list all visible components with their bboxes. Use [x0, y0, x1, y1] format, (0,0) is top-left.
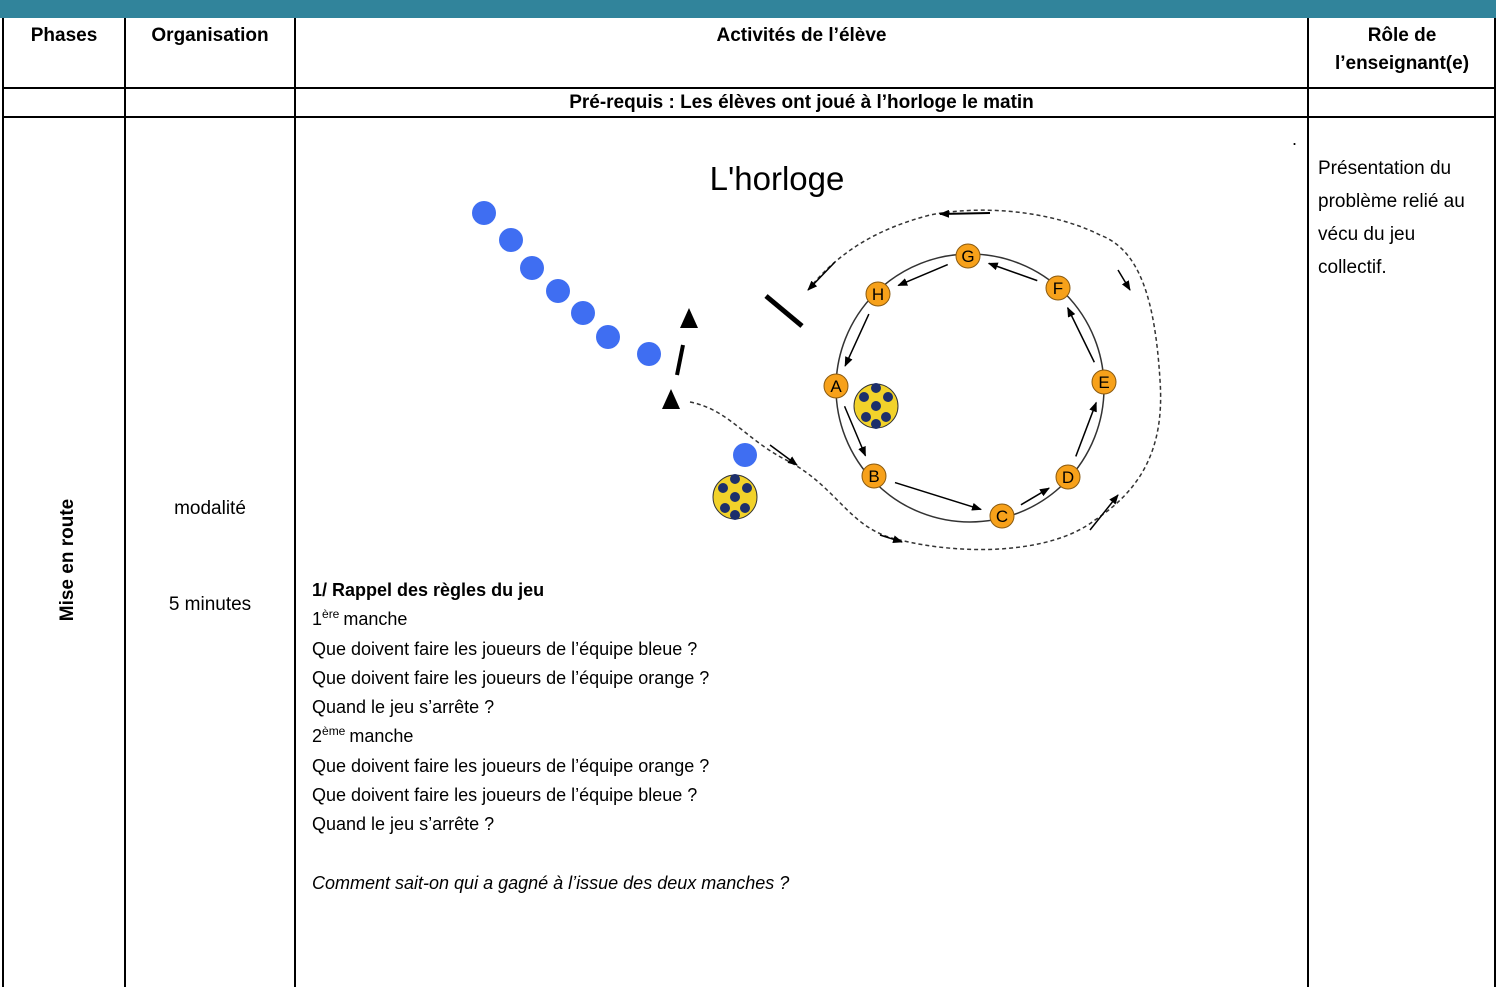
ball-patch: [859, 392, 869, 402]
node-label: H: [872, 285, 884, 304]
player-blue: [472, 201, 496, 225]
arrow: [894, 481, 982, 511]
organisation: 5 minutes: [168, 594, 252, 615]
node-label: D: [1062, 468, 1074, 487]
question: Que doivent faire les joueurs de l’équip…: [312, 785, 698, 806]
player-orange: [955, 243, 981, 269]
ball-patch: [871, 401, 881, 411]
border: [294, 18, 296, 987]
arrow: [807, 261, 836, 291]
ball-patch: [861, 412, 871, 422]
prerequisite: Pré-requis : Les élèves ont joué à l’hor…: [569, 92, 1034, 113]
player-blue: [596, 325, 620, 349]
border: [124, 18, 126, 987]
player-blue: [546, 279, 570, 303]
arrow: [769, 444, 798, 466]
ball-patch: [742, 483, 752, 493]
ball-patch: [881, 412, 891, 422]
player-orange: [989, 503, 1015, 529]
question: Que doivent faire les joueurs de l’équip…: [312, 755, 710, 776]
ball-patch: [883, 392, 893, 402]
node-arrows: [843, 262, 1097, 511]
player-blue: [520, 256, 544, 280]
question: Quand le jeu s’arrête ?: [312, 697, 495, 718]
ball-patch: [871, 383, 881, 393]
gate: [764, 294, 804, 328]
player-orange: [1045, 275, 1071, 301]
diagram-title: L'horloge: [710, 160, 845, 197]
header-cell: Rôle de l’enseignant(e): [1334, 25, 1470, 74]
arrow: [987, 262, 1038, 282]
player-blue: [733, 443, 757, 467]
border: [1494, 18, 1496, 987]
ball-patch: [871, 419, 881, 429]
gate: [675, 344, 685, 376]
organisation: modalité: [174, 498, 246, 519]
balls: [712, 383, 899, 520]
ball-patch: [720, 503, 730, 513]
round-title: 2ème manche: [312, 722, 789, 751]
node-label: F: [1053, 279, 1063, 298]
arrow: [1066, 306, 1096, 363]
header-cell: Activités de l’élève: [716, 25, 887, 46]
border: [2, 18, 4, 987]
arrow: [879, 534, 903, 544]
border: [1307, 18, 1309, 987]
blue-team: [472, 201, 757, 467]
round-title: 1ère manche: [312, 605, 789, 634]
mark: .: [1292, 129, 1297, 149]
arrow: [843, 405, 867, 457]
ball-patch: [730, 474, 740, 484]
player-orange: [861, 463, 887, 489]
border: [2, 87, 1496, 89]
node-label: E: [1098, 373, 1109, 392]
player-blue: [637, 342, 661, 366]
round-label: manche: [343, 609, 408, 630]
run-path: [689, 209, 1162, 551]
ball-patch: [718, 483, 728, 493]
player-orange: [1091, 369, 1117, 395]
node-label: A: [830, 377, 842, 396]
round-label: manche: [349, 726, 414, 747]
arrow: [1089, 494, 1119, 531]
arrow: [1075, 401, 1097, 457]
arrow: [1117, 269, 1131, 291]
arrow: [897, 263, 949, 287]
ball-patch: [740, 503, 750, 513]
question: Que doivent faire les joueurs de l’équip…: [312, 638, 698, 659]
node-label: B: [868, 467, 879, 486]
activities: 1/ Rappel des règles du jeu 1ère manche Qu…: [312, 576, 789, 898]
arrow: [1020, 487, 1050, 506]
ball-patch: [730, 510, 740, 520]
question: Quand le jeu s’arrête ?: [312, 814, 495, 835]
player-orange: [823, 373, 849, 399]
top-bar: [0, 0, 1496, 18]
round-suffix: ème: [322, 724, 346, 739]
player-blue: [571, 301, 595, 325]
round-number: 2: [312, 726, 323, 747]
round-number: 1: [312, 609, 323, 630]
question: Que doivent faire les joueurs de l’équip…: [312, 667, 710, 688]
arrow: [939, 209, 991, 218]
player-orange: [1055, 464, 1081, 490]
border: [2, 116, 1496, 118]
cone: [662, 389, 680, 409]
cone: [680, 308, 698, 328]
role: Présentation du problème relié au vécu d…: [1318, 158, 1465, 278]
node-label: G: [961, 247, 974, 266]
player-orange: [865, 281, 891, 307]
activities-heading: 1/ Rappel des règles du jeu: [312, 580, 545, 600]
header-cell: Organisation: [151, 25, 269, 46]
player-blue: [499, 228, 523, 252]
ball-patch: [730, 492, 740, 502]
conclusion: Comment sait-on qui a gagné à l’issue de…: [312, 872, 790, 893]
header-cell: Phases: [30, 25, 98, 46]
orange-team: A B C D E F G H: [823, 243, 1117, 529]
round-suffix: ère: [322, 607, 340, 622]
node-label: C: [996, 507, 1008, 526]
arrow: [844, 313, 870, 367]
